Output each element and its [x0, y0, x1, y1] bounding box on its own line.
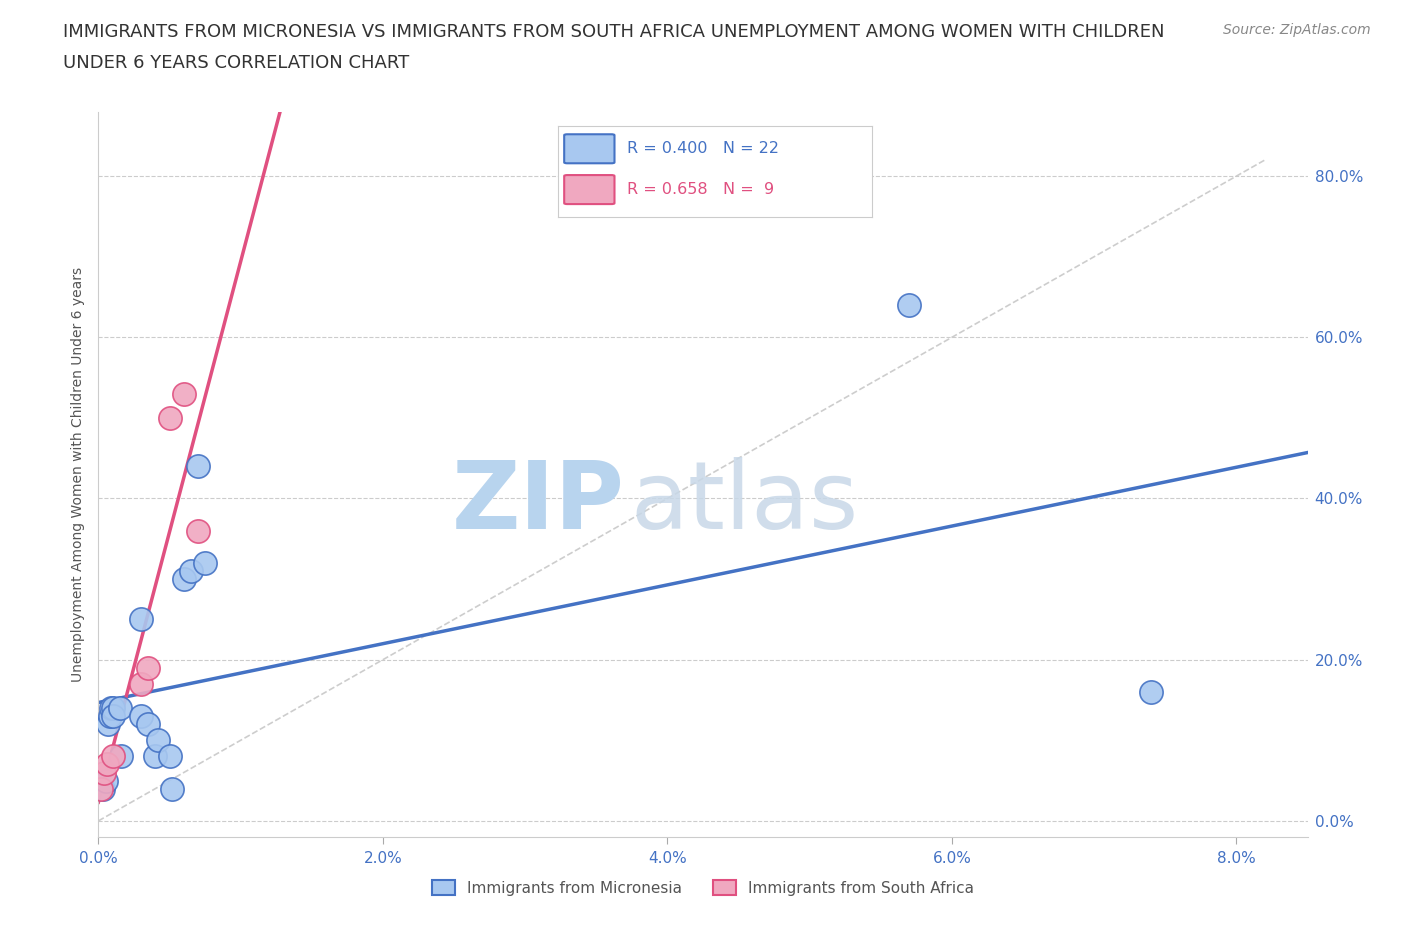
Point [173, 386, 195, 401]
Point [187, 524, 209, 538]
Point [108, 700, 131, 715]
Point [187, 458, 209, 473]
Point [96, 757, 118, 772]
Point [162, 781, 184, 796]
Point [180, 564, 202, 578]
Point [143, 749, 166, 764]
Point [101, 749, 124, 764]
Point [101, 700, 124, 715]
Point [101, 709, 124, 724]
Point [173, 572, 195, 587]
Point [136, 717, 159, 732]
Point [98, 709, 121, 724]
Point [97, 717, 120, 732]
Point [100, 700, 122, 715]
Point [93, 765, 115, 780]
Point [159, 410, 181, 425]
Text: atlas: atlas [630, 458, 859, 550]
Point [94, 773, 117, 788]
Point [146, 733, 169, 748]
Legend: Immigrants from Micronesia, Immigrants from South Africa: Immigrants from Micronesia, Immigrants f… [426, 873, 980, 902]
Point [1140, 684, 1163, 699]
Point [136, 660, 159, 675]
Point [90, 781, 112, 796]
Y-axis label: Unemployment Among Women with Children Under 6 years: Unemployment Among Women with Children U… [70, 267, 84, 682]
Text: Source: ZipAtlas.com: Source: ZipAtlas.com [1223, 23, 1371, 37]
Point [194, 555, 217, 570]
Text: IMMIGRANTS FROM MICRONESIA VS IMMIGRANTS FROM SOUTH AFRICA UNEMPLOYMENT AMONG WO: IMMIGRANTS FROM MICRONESIA VS IMMIGRANTS… [63, 23, 1164, 41]
Point [129, 709, 152, 724]
Text: UNDER 6 YEARS CORRELATION CHART: UNDER 6 YEARS CORRELATION CHART [63, 54, 409, 72]
Point [110, 749, 132, 764]
Point [898, 298, 921, 312]
Point [129, 612, 152, 627]
Point [91, 781, 114, 796]
Text: ZIP: ZIP [451, 458, 624, 550]
Point [129, 676, 152, 691]
Point [159, 749, 181, 764]
